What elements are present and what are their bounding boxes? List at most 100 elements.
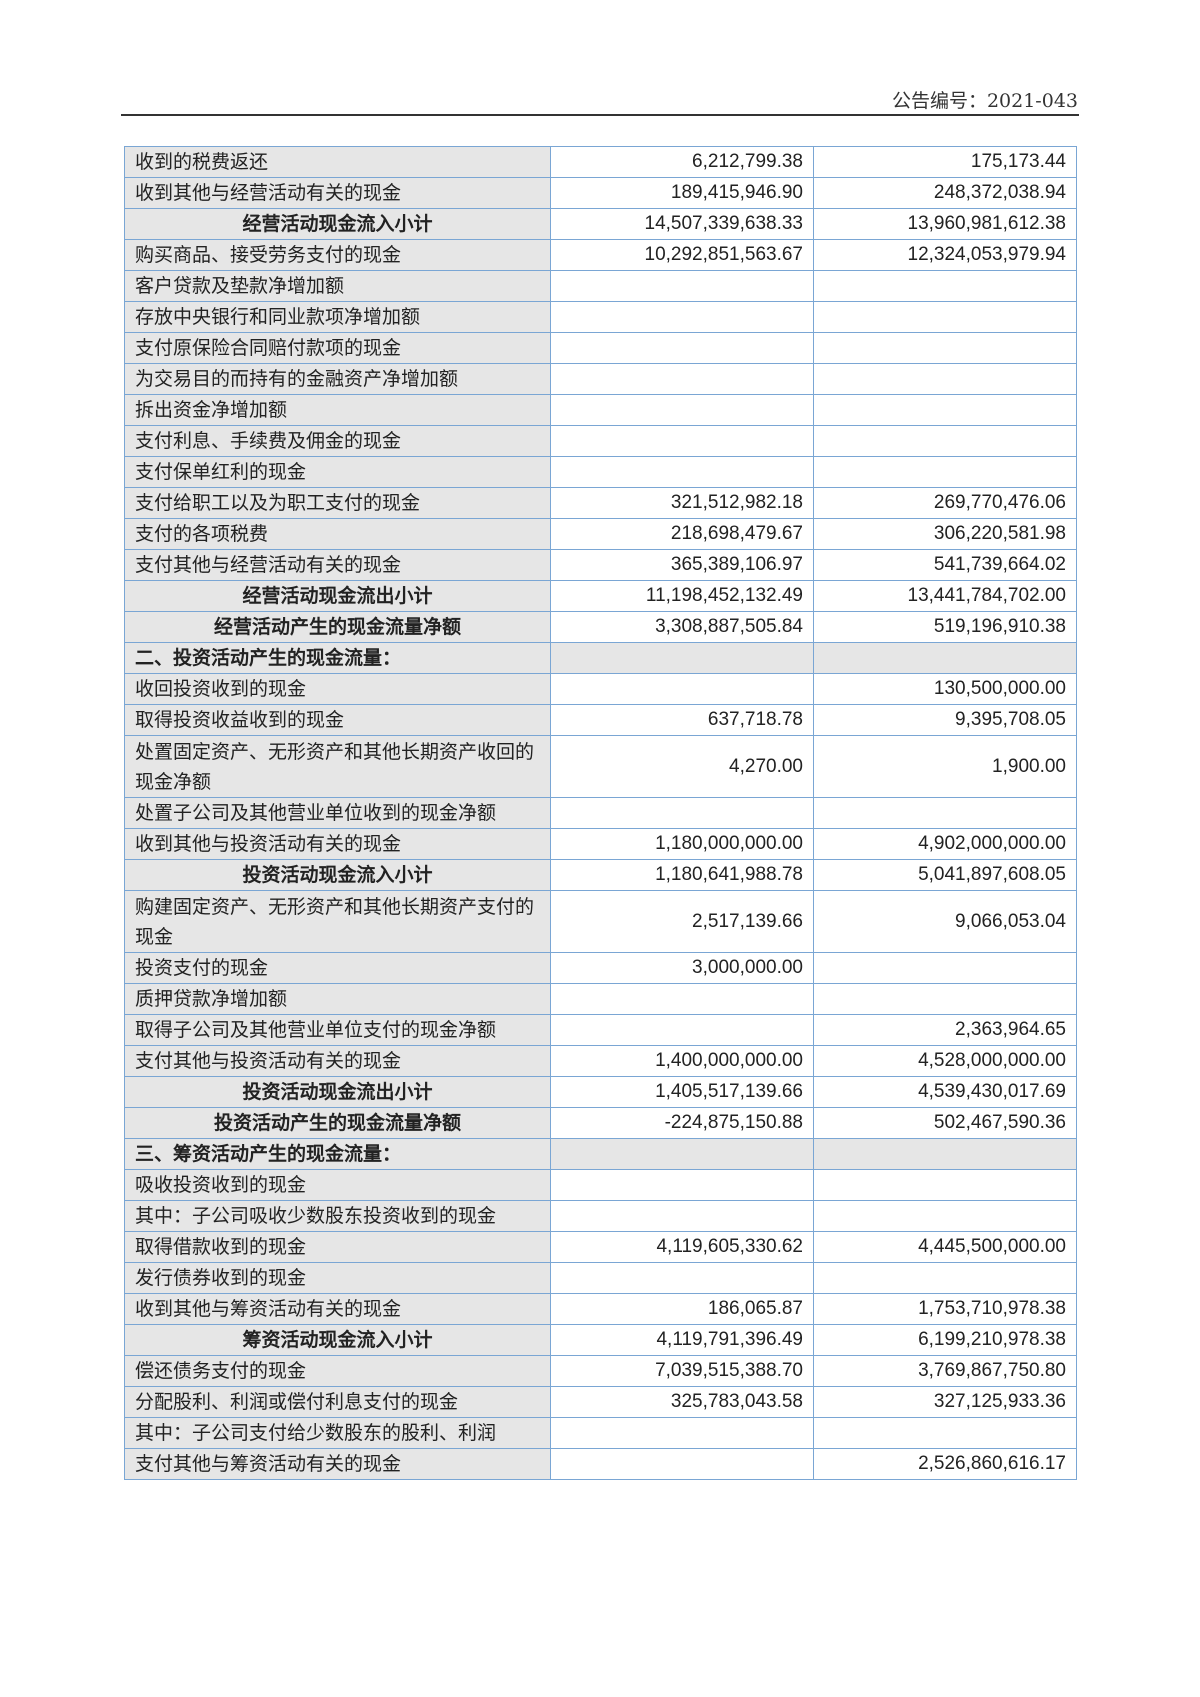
row-label: 经营活动现金流出小计 [124, 580, 551, 612]
row-label: 收回投资收到的现金 [124, 673, 551, 705]
table-row: 分配股利、利润或偿付利息支付的现金 325,783,043.58 327,125,9… [124, 1386, 1077, 1418]
current-period-value [550, 673, 814, 705]
row-label: 支付其他与投资活动有关的现金 [124, 1045, 551, 1077]
current-period-value: 4,119,791,396.49 [550, 1324, 814, 1356]
current-period-value [550, 425, 814, 457]
current-period-value: 186,065.87 [550, 1293, 814, 1325]
prior-period-value: 519,196,910.38 [813, 611, 1077, 643]
subtotal-row: 经营活动现金流入小计 14,507,339,638.33 13,960,981,61… [124, 208, 1077, 240]
table-row: 质押贷款净增加额 [124, 983, 1077, 1015]
subtotal-row: 投资活动产生的现金流量净额 -224,875,150.88 502,467,590.… [124, 1107, 1077, 1139]
current-period-value: 4,119,605,330.62 [550, 1231, 814, 1263]
table-row: 其中：子公司支付给少数股东的股利、利润 [124, 1417, 1077, 1449]
current-period-value [550, 797, 814, 829]
prior-period-value [813, 425, 1077, 457]
subtotal-row: 筹资活动现金流入小计 4,119,791,396.49 6,199,210,978.… [124, 1324, 1077, 1356]
prior-period-value: 269,770,476.06 [813, 487, 1077, 519]
table-row: 支付其他与经营活动有关的现金 365,389,106.97 541,739,664.… [124, 549, 1077, 581]
table-row: 收回投资收到的现金 130,500,000.00 [124, 673, 1077, 705]
prior-period-value: 1,900.00 [813, 735, 1077, 798]
table-row: 取得借款收到的现金 4,119,605,330.62 4,445,500,000.0… [124, 1231, 1077, 1263]
table-row: 取得投资收益收到的现金 637,718.78 9,395,708.05 [124, 704, 1077, 736]
table-row: 存放中央银行和同业款项净增加额 [124, 301, 1077, 333]
current-period-value: 218,698,479.67 [550, 518, 814, 550]
row-label: 其中：子公司吸收少数股东投资收到的现金 [124, 1200, 551, 1232]
table-row: 为交易目的而持有的金融资产净增加额 [124, 363, 1077, 395]
row-label: 经营活动产生的现金流量净额 [124, 611, 551, 643]
row-label: 支付原保险合同赔付款项的现金 [124, 332, 551, 364]
current-period-value: 7,039,515,388.70 [550, 1355, 814, 1387]
table-row: 客户贷款及垫款净增加额 [124, 270, 1077, 302]
table-row: 处置固定资产、无形资产和其他长期资产收回的现金净额 4,270.00 1,900.0… [124, 735, 1077, 798]
row-label: 客户贷款及垫款净增加额 [124, 270, 551, 302]
current-period-value: 321,512,982.18 [550, 487, 814, 519]
row-label: 处置子公司及其他营业单位收到的现金净额 [124, 797, 551, 829]
row-label: 质押贷款净增加额 [124, 983, 551, 1015]
current-period-value [550, 983, 814, 1015]
row-label: 支付利息、手续费及佣金的现金 [124, 425, 551, 457]
current-period-value [550, 1169, 814, 1201]
row-label: 收到其他与投资活动有关的现金 [124, 828, 551, 860]
prior-period-value: 5,041,897,608.05 [813, 859, 1077, 891]
row-label: 筹资活动现金流入小计 [124, 1324, 551, 1356]
prior-period-value [813, 1417, 1077, 1449]
table-row: 支付保单红利的现金 [124, 456, 1077, 488]
table-row: 支付其他与筹资活动有关的现金 2,526,860,616.17 [124, 1448, 1077, 1480]
prior-period-value [813, 1200, 1077, 1232]
table-row: 取得子公司及其他营业单位支付的现金净额 2,363,964.65 [124, 1014, 1077, 1046]
prior-period-value: 175,173.44 [813, 146, 1077, 178]
row-label: 收到其他与经营活动有关的现金 [124, 177, 551, 209]
current-period-value: 1,180,641,988.78 [550, 859, 814, 891]
subtotal-row: 投资活动现金流入小计 1,180,641,988.78 5,041,897,608.… [124, 859, 1077, 891]
table-row: 收到其他与投资活动有关的现金 1,180,000,000.00 4,902,000,… [124, 828, 1077, 860]
row-label: 取得子公司及其他营业单位支付的现金净额 [124, 1014, 551, 1046]
current-period-value: 14,507,339,638.33 [550, 208, 814, 240]
prior-period-value: 4,902,000,000.00 [813, 828, 1077, 860]
row-label: 存放中央银行和同业款项净增加额 [124, 301, 551, 333]
current-period-value [550, 1138, 814, 1170]
table-row: 支付原保险合同赔付款项的现金 [124, 332, 1077, 364]
current-period-value [550, 1417, 814, 1449]
current-period-value: 10,292,851,563.67 [550, 239, 814, 271]
table-row: 偿还债务支付的现金 7,039,515,388.70 3,769,867,750.8… [124, 1355, 1077, 1387]
table-row: 支付其他与投资活动有关的现金 1,400,000,000.00 4,528,000,… [124, 1045, 1077, 1077]
cash-flow-table: 收到的税费返还 6,212,799.38 175,173.44 收到其他与经营活动有关… [124, 146, 1077, 1480]
current-period-value: 2,517,139.66 [550, 890, 814, 953]
table-row: 收到其他与筹资活动有关的现金 186,065.87 1,753,710,978.38 [124, 1293, 1077, 1325]
current-period-value: 1,400,000,000.00 [550, 1045, 814, 1077]
prior-period-value: 9,066,053.04 [813, 890, 1077, 953]
prior-period-value: 306,220,581.98 [813, 518, 1077, 550]
current-period-value: 189,415,946.90 [550, 177, 814, 209]
row-label: 其中：子公司支付给少数股东的股利、利润 [124, 1417, 551, 1449]
current-period-value: 6,212,799.38 [550, 146, 814, 178]
current-period-value [550, 456, 814, 488]
row-label: 处置固定资产、无形资产和其他长期资产收回的现金净额 [124, 735, 551, 798]
prior-period-value: 13,441,784,702.00 [813, 580, 1077, 612]
current-period-value [550, 301, 814, 333]
row-label: 支付其他与筹资活动有关的现金 [124, 1448, 551, 1480]
prior-period-value: 4,445,500,000.00 [813, 1231, 1077, 1263]
prior-period-value: 2,526,860,616.17 [813, 1448, 1077, 1480]
row-label: 取得借款收到的现金 [124, 1231, 551, 1263]
document-number: 公告编号：2021-043 [891, 90, 1078, 112]
prior-period-value [813, 301, 1077, 333]
subtotal-row: 经营活动产生的现金流量净额 3,308,887,505.84 519,196,910… [124, 611, 1077, 643]
prior-period-value [813, 270, 1077, 302]
table-row: 其中：子公司吸收少数股东投资收到的现金 [124, 1200, 1077, 1232]
prior-period-value: 327,125,933.36 [813, 1386, 1077, 1418]
current-period-value: 325,783,043.58 [550, 1386, 814, 1418]
row-label: 收到其他与筹资活动有关的现金 [124, 1293, 551, 1325]
row-label: 支付的各项税费 [124, 518, 551, 550]
current-period-value [550, 270, 814, 302]
table-row: 投资支付的现金 3,000,000.00 [124, 952, 1077, 984]
current-period-value: 637,718.78 [550, 704, 814, 736]
row-label: 偿还债务支付的现金 [124, 1355, 551, 1387]
table-row: 吸收投资收到的现金 [124, 1169, 1077, 1201]
table-row: 拆出资金净增加额 [124, 394, 1077, 426]
row-label: 支付保单红利的现金 [124, 456, 551, 488]
row-label: 三、筹资活动产生的现金流量： [124, 1138, 551, 1170]
prior-period-value: 2,363,964.65 [813, 1014, 1077, 1046]
row-label: 投资活动产生的现金流量净额 [124, 1107, 551, 1139]
section-header-row: 三、筹资活动产生的现金流量： [124, 1138, 1077, 1170]
prior-period-value [813, 952, 1077, 984]
